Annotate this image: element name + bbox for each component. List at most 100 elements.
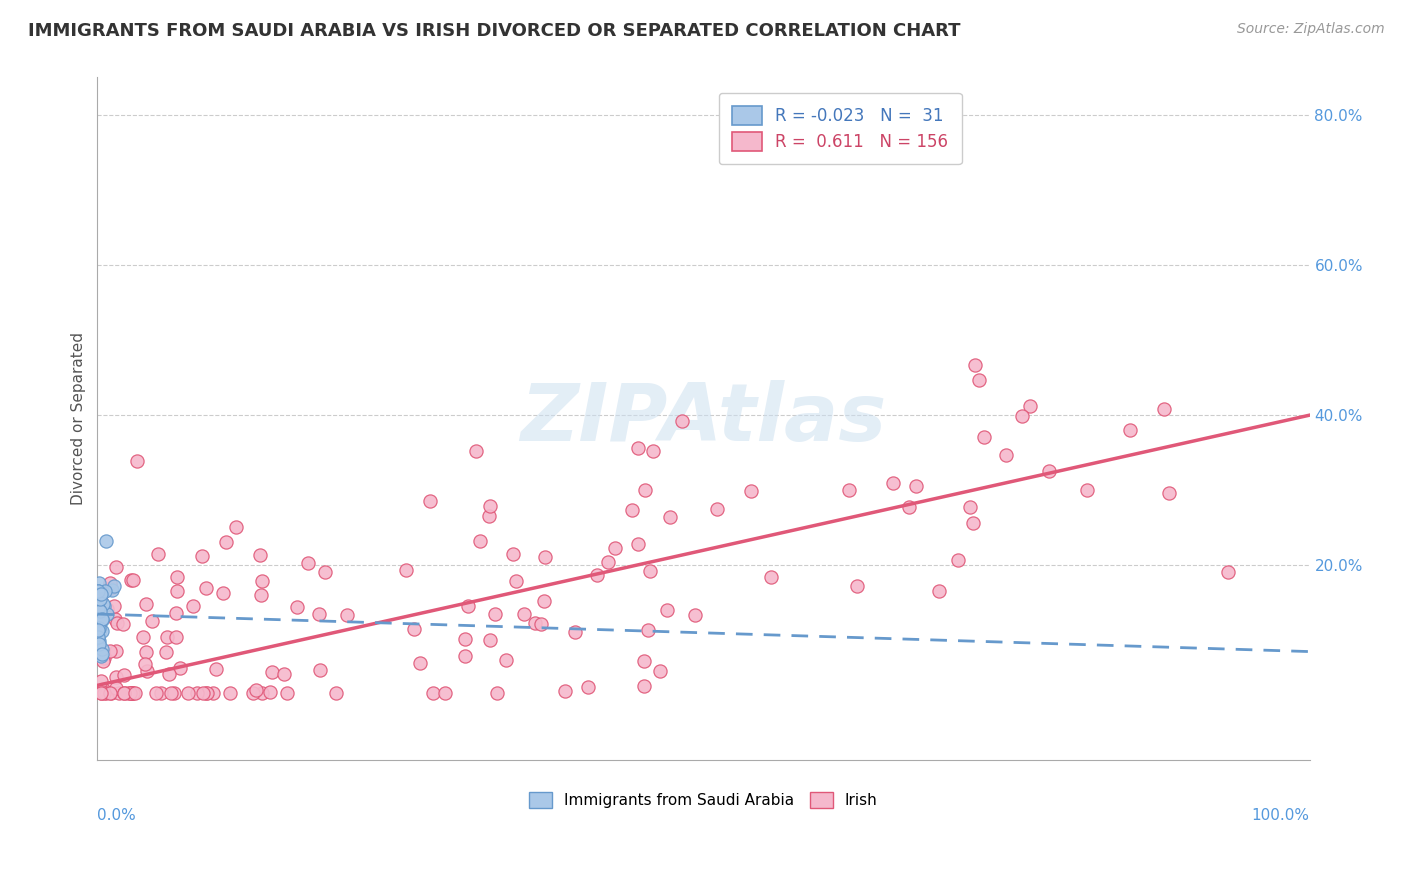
Point — [502, 548, 524, 562]
Point — [94, 583, 117, 598]
Point — [134, 657, 156, 672]
Point — [633, 654, 655, 668]
Point — [655, 602, 678, 616]
Point — [621, 503, 644, 517]
Point — [181, 599, 204, 613]
Point — [120, 686, 142, 700]
Point — [157, 666, 180, 681]
Point — [98, 644, 121, 658]
Point — [846, 579, 869, 593]
Point — [100, 686, 122, 700]
Point — [166, 584, 188, 599]
Point — [252, 574, 274, 588]
Point — [127, 453, 149, 467]
Point — [90, 624, 112, 638]
Point — [163, 686, 186, 700]
Point — [245, 682, 267, 697]
Point — [276, 686, 298, 700]
Point — [308, 607, 330, 621]
Point — [159, 686, 181, 700]
Point — [219, 686, 242, 700]
Point — [627, 441, 650, 455]
Point — [671, 414, 693, 428]
Point — [658, 510, 681, 524]
Point — [523, 615, 546, 630]
Point — [87, 634, 110, 648]
Point — [90, 607, 112, 622]
Text: IMMIGRANTS FROM SAUDI ARABIA VS IRISH DIVORCED OR SEPARATED CORRELATION CHART: IMMIGRANTS FROM SAUDI ARABIA VS IRISH DI… — [28, 22, 960, 40]
Text: Source: ZipAtlas.com: Source: ZipAtlas.com — [1237, 22, 1385, 37]
Legend: Immigrants from Saudi Arabia, Irish: Immigrants from Saudi Arabia, Irish — [523, 786, 884, 814]
Point — [212, 586, 235, 600]
Point — [408, 656, 430, 670]
Point — [191, 686, 214, 700]
Point — [89, 591, 111, 606]
Point — [103, 599, 125, 613]
Point — [98, 686, 121, 700]
Point — [634, 483, 657, 497]
Point — [285, 599, 308, 614]
Point — [596, 555, 619, 569]
Point — [309, 663, 332, 677]
Point — [648, 664, 671, 678]
Point — [454, 632, 477, 646]
Point — [479, 500, 502, 514]
Point — [967, 373, 990, 387]
Point — [124, 686, 146, 700]
Point — [586, 568, 609, 582]
Point — [395, 563, 418, 577]
Point — [105, 644, 128, 658]
Point — [135, 664, 157, 678]
Point — [121, 686, 143, 700]
Point — [485, 686, 508, 700]
Point — [86, 640, 108, 655]
Point — [554, 684, 576, 698]
Point — [1153, 401, 1175, 416]
Point — [637, 624, 659, 638]
Point — [89, 603, 111, 617]
Point — [706, 502, 728, 516]
Point — [94, 686, 117, 700]
Point — [325, 686, 347, 700]
Point — [145, 686, 167, 700]
Point — [121, 573, 143, 587]
Point — [638, 564, 661, 578]
Point — [195, 686, 218, 700]
Point — [897, 500, 920, 514]
Point — [121, 686, 143, 700]
Point — [96, 601, 118, 615]
Point — [314, 565, 336, 579]
Point — [87, 637, 110, 651]
Point — [683, 607, 706, 622]
Point — [495, 653, 517, 667]
Point — [101, 582, 124, 597]
Point — [166, 570, 188, 584]
Point — [1076, 483, 1098, 498]
Point — [156, 630, 179, 644]
Point — [512, 607, 534, 621]
Point — [215, 535, 238, 549]
Point — [1157, 485, 1180, 500]
Point — [838, 483, 860, 498]
Point — [505, 574, 527, 589]
Point — [132, 630, 155, 644]
Point — [643, 444, 665, 458]
Point — [1019, 399, 1042, 413]
Point — [259, 685, 281, 699]
Point — [86, 621, 108, 635]
Point — [759, 570, 782, 584]
Y-axis label: Divorced or Separated: Divorced or Separated — [72, 333, 86, 506]
Point — [576, 680, 599, 694]
Point — [904, 479, 927, 493]
Point — [90, 686, 112, 700]
Point — [112, 686, 135, 700]
Point — [98, 575, 121, 590]
Point — [90, 594, 112, 608]
Point — [973, 430, 995, 444]
Point — [534, 549, 557, 564]
Point — [87, 611, 110, 625]
Point — [91, 642, 114, 657]
Point — [204, 662, 226, 676]
Point — [87, 583, 110, 598]
Point — [112, 686, 135, 700]
